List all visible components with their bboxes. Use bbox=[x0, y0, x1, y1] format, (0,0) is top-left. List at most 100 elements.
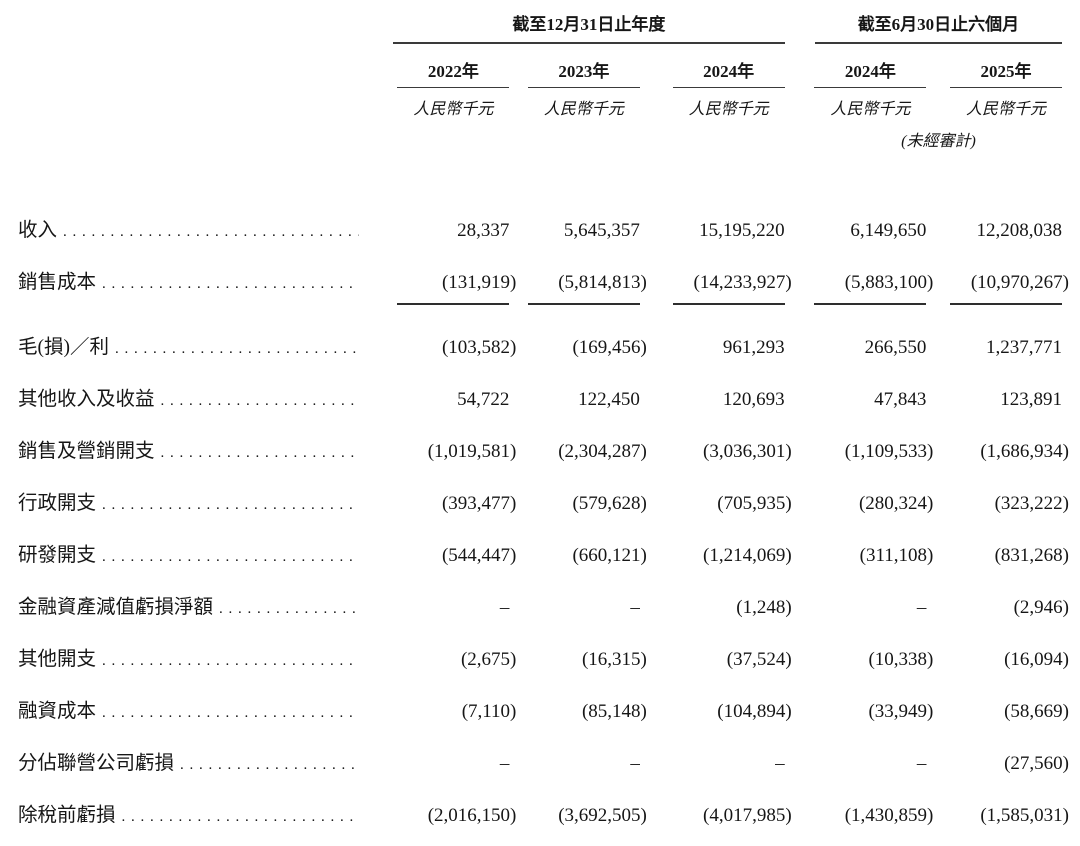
cell-value-text: (280,324) bbox=[858, 493, 934, 514]
period-group-annual-label: 截至12月31日止年度 bbox=[393, 10, 785, 44]
unit-label: 人民幣千元 bbox=[688, 101, 769, 118]
cell-value-text: (14,233,927) bbox=[693, 272, 792, 293]
table-row: 收入 28,337 5,645,357 15,195,220 6,149,650 12,2… bbox=[18, 199, 1062, 251]
cell-value-text: (2,946) bbox=[1013, 597, 1069, 618]
cell-value-text: (2,016,150) bbox=[427, 805, 517, 826]
row-label-text: 金融資產減值虧損淨額 bbox=[18, 590, 359, 619]
year-header-2023: 2023年 bbox=[509, 44, 640, 88]
cell-value-text: (27,560) bbox=[1004, 753, 1069, 774]
cell-value-text: – bbox=[630, 753, 640, 774]
row-label-caption: 其他收入及收益 bbox=[18, 389, 155, 410]
column-spacer bbox=[785, 303, 797, 316]
cell-value: (103,582) bbox=[385, 316, 516, 368]
row-label-text: 收入 bbox=[18, 213, 359, 242]
cell-value: (16,315) bbox=[509, 628, 647, 680]
rule-line bbox=[527, 303, 640, 305]
cell-value: (37,524) bbox=[640, 628, 792, 680]
row-label-caption: 收入 bbox=[18, 220, 58, 241]
empty-cell bbox=[18, 153, 1062, 199]
table-row: 融資成本 (7,110) (85,148) (104,894) (33,949) (58,… bbox=[18, 680, 1069, 732]
cell-value-text: (7,110) bbox=[461, 701, 517, 722]
row-label-text: 分佔聯營公司虧損 bbox=[18, 746, 359, 775]
cell-value: (1,430,859) bbox=[797, 784, 934, 836]
cell-value: 123,891 bbox=[926, 368, 1062, 420]
rule-line bbox=[672, 303, 785, 305]
column-spacer bbox=[785, 10, 797, 44]
cell-value: (1,248) bbox=[640, 576, 791, 628]
cell-value-text: 54,722 bbox=[457, 389, 510, 410]
row-label-text: 融資成本 bbox=[18, 694, 359, 723]
dot-leader bbox=[122, 805, 360, 827]
cell-value: (1,214,069) bbox=[640, 524, 792, 576]
cell-value: (544,447) bbox=[385, 524, 516, 576]
cell-value-text: – bbox=[499, 753, 510, 774]
table-row: 銷售及營銷開支 (1,019,581) (2,304,287) (3,036,301)… bbox=[18, 420, 1069, 472]
cell-value-text: (660,121) bbox=[572, 545, 647, 566]
year-header-interim-2024: 2024年 bbox=[797, 44, 927, 88]
cell-value-text: (104,894) bbox=[717, 701, 792, 722]
cell-value-text: (1,109,533) bbox=[844, 441, 934, 462]
cell-value: – bbox=[926, 836, 1062, 846]
cell-value: 848 bbox=[385, 836, 509, 846]
row-label-text: 研發開支 bbox=[18, 538, 359, 567]
period-group-annual: 截至12月31日止年度 bbox=[385, 10, 785, 44]
cell-value: 122,450 bbox=[509, 368, 640, 420]
cell-value-text: (1,214,069) bbox=[703, 545, 792, 566]
dot-leader bbox=[102, 272, 359, 294]
cell-value: (3,692,505) bbox=[509, 784, 647, 836]
cell-value-text: 961,293 bbox=[722, 337, 785, 358]
cell-value: 12,208,038 bbox=[926, 199, 1063, 251]
cell-value: (104,894) bbox=[640, 680, 791, 732]
empty-cell bbox=[18, 303, 385, 316]
row-label-text: 除稅前虧損 bbox=[18, 798, 359, 827]
row-label-text: 其他開支 bbox=[18, 642, 359, 671]
cell-value: (169,456) bbox=[509, 316, 646, 368]
cell-value: (5,814,813) bbox=[509, 251, 647, 303]
cell-value: 5,645,357 bbox=[509, 199, 640, 251]
unit-label: 人民幣千元 bbox=[543, 101, 624, 118]
cell-value: (1,585,031) bbox=[926, 784, 1069, 836]
cell-value-text: (1,686,934) bbox=[980, 441, 1069, 462]
cell-value-text: (33,949) bbox=[868, 701, 934, 722]
header-body-gap bbox=[18, 153, 1062, 199]
row-label-caption: 銷售及營銷開支 bbox=[18, 441, 155, 462]
cell-value: – bbox=[509, 836, 639, 846]
cell-value-text: (323,222) bbox=[994, 493, 1069, 514]
cell-value: 961,293 bbox=[640, 316, 785, 368]
row-label: 毛(損)／利 bbox=[18, 316, 385, 368]
row-label-text: 其他收入及收益 bbox=[18, 382, 359, 411]
cell-value: – bbox=[509, 732, 640, 784]
cell-value-text: (3,692,505) bbox=[558, 805, 647, 826]
cell-value-text: (85,148) bbox=[581, 701, 647, 722]
cell-value-text: – bbox=[630, 597, 640, 618]
cell-value: (27,560) bbox=[926, 732, 1069, 784]
single-rule bbox=[797, 303, 927, 316]
unaudited-note: (未經審計) bbox=[901, 133, 976, 150]
cell-value: 120,693 bbox=[640, 368, 785, 420]
dot-leader bbox=[63, 220, 359, 242]
unit-label: 人民幣千元 bbox=[413, 101, 494, 118]
cell-value-text: (131,919) bbox=[441, 272, 517, 293]
cell-value-text: (4,017,985) bbox=[703, 805, 792, 826]
cell-value-text: (5,814,813) bbox=[558, 272, 647, 293]
single-rule bbox=[640, 303, 785, 316]
cell-value: (2,946) bbox=[926, 576, 1069, 628]
cell-value-text: (16,094) bbox=[1004, 649, 1069, 670]
row-label-caption: 行政開支 bbox=[18, 493, 97, 514]
year-header-row: 2022年 2023年 2024年 2024年 2025年 bbox=[18, 44, 1062, 88]
cell-value: (1,109,533) bbox=[797, 420, 934, 472]
cell-value: – bbox=[640, 836, 785, 846]
row-label: 銷售及營銷開支 bbox=[18, 420, 385, 472]
cell-value-text: (169,456) bbox=[572, 337, 647, 358]
row-label-caption: 除稅前虧損 bbox=[18, 805, 116, 826]
cell-value-text: (579,628) bbox=[572, 493, 647, 514]
row-label: 其他開支 bbox=[18, 628, 385, 680]
cell-value: – bbox=[640, 732, 785, 784]
row-label: 金融資產減值虧損淨額 bbox=[18, 576, 385, 628]
cell-value: (323,222) bbox=[926, 472, 1069, 524]
cell-value-text: (103,582) bbox=[441, 337, 517, 358]
cell-value-text: – bbox=[916, 753, 927, 774]
dot-leader bbox=[161, 441, 360, 463]
unit-label: 人民幣千元 bbox=[830, 101, 911, 118]
